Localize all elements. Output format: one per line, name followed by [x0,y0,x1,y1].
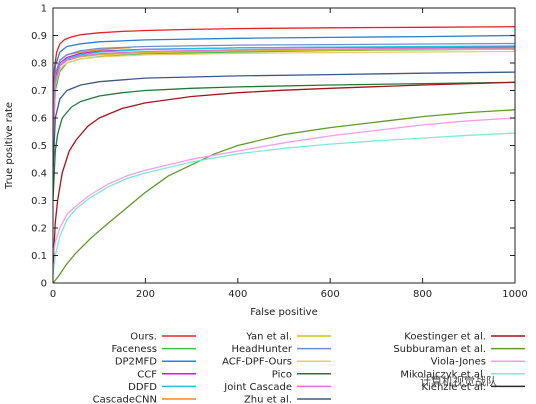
series-line-12 [53,81,515,270]
series-line-7 [53,42,515,132]
legend-label: Viola-Jones [431,357,486,368]
legend-label: Subburaman et al. [393,344,486,355]
y-tick-label: 0.1 [31,251,47,262]
legend-label: Yan et al. [245,332,292,343]
y-tick-label: 0.9 [31,31,47,42]
x-tick-label: 200 [136,289,155,300]
legend-label: CCF [137,369,157,380]
legend-label: Koestinger et al. [404,332,486,343]
series-line-2 [53,34,515,119]
series-line-4 [53,45,515,146]
x-tick-label: 800 [413,289,432,300]
y-tick-label: 0.2 [31,224,47,235]
series-line-13 [53,109,515,283]
x-tick-label: 400 [228,289,247,300]
watermark-text: 计算机视觉战队 [420,374,497,388]
legend-label: Kienzle et al. [421,382,486,393]
series-line-14 [53,117,515,256]
series-line-1 [53,48,515,146]
y-tick-label: 0.4 [31,169,47,180]
legend-label: DP2MFD [115,357,157,368]
series-line-8 [53,50,515,146]
series-line-3 [53,46,515,132]
y-tick-label: 0.7 [31,86,47,97]
x-axis-title: False positive [250,307,318,318]
legend-label: Faceness [111,344,157,355]
legend-label: Pico [272,369,292,380]
legend-label: Ours. [130,332,157,343]
x-tick-label: 0 [50,289,56,300]
legend-label: DDFD [128,382,157,393]
ticks-layer: 0 0.1 0.2 0.3 0.4 0.5 0.6 0.7 0.8 0.9 1 0 200 400 600 8… [31,4,528,301]
y-tick-label: 0.5 [31,141,47,152]
legend-label: Joint Cascade [223,382,292,393]
y-tick-label: 0.6 [31,114,47,125]
series-line-11 [53,71,515,174]
legend-label: Mikolajczyk et al. [400,369,486,380]
y-tick-label: 0.8 [31,59,47,70]
x-tick-label: 600 [321,289,340,300]
y-tick-label: 1 [41,4,47,15]
legend-label: Zhu et al. [244,395,292,404]
series-line-15 [53,132,515,275]
series-line-0 [53,26,515,132]
legend-label: HeadHunter [231,344,292,355]
legend-label: ACF-DPF-Ours [222,357,292,368]
legend-label: CascadeCNN [93,395,157,404]
x-tick-label: 1000 [502,289,527,300]
series-line-9 [53,81,515,201]
y-axis-title: True positive rate [4,102,15,190]
series-line-10 [53,47,515,146]
y-tick-label: 0 [41,279,47,290]
y-tick-label: 0.3 [31,196,47,207]
series-layer [53,26,515,283]
series-line-6 [53,48,515,146]
